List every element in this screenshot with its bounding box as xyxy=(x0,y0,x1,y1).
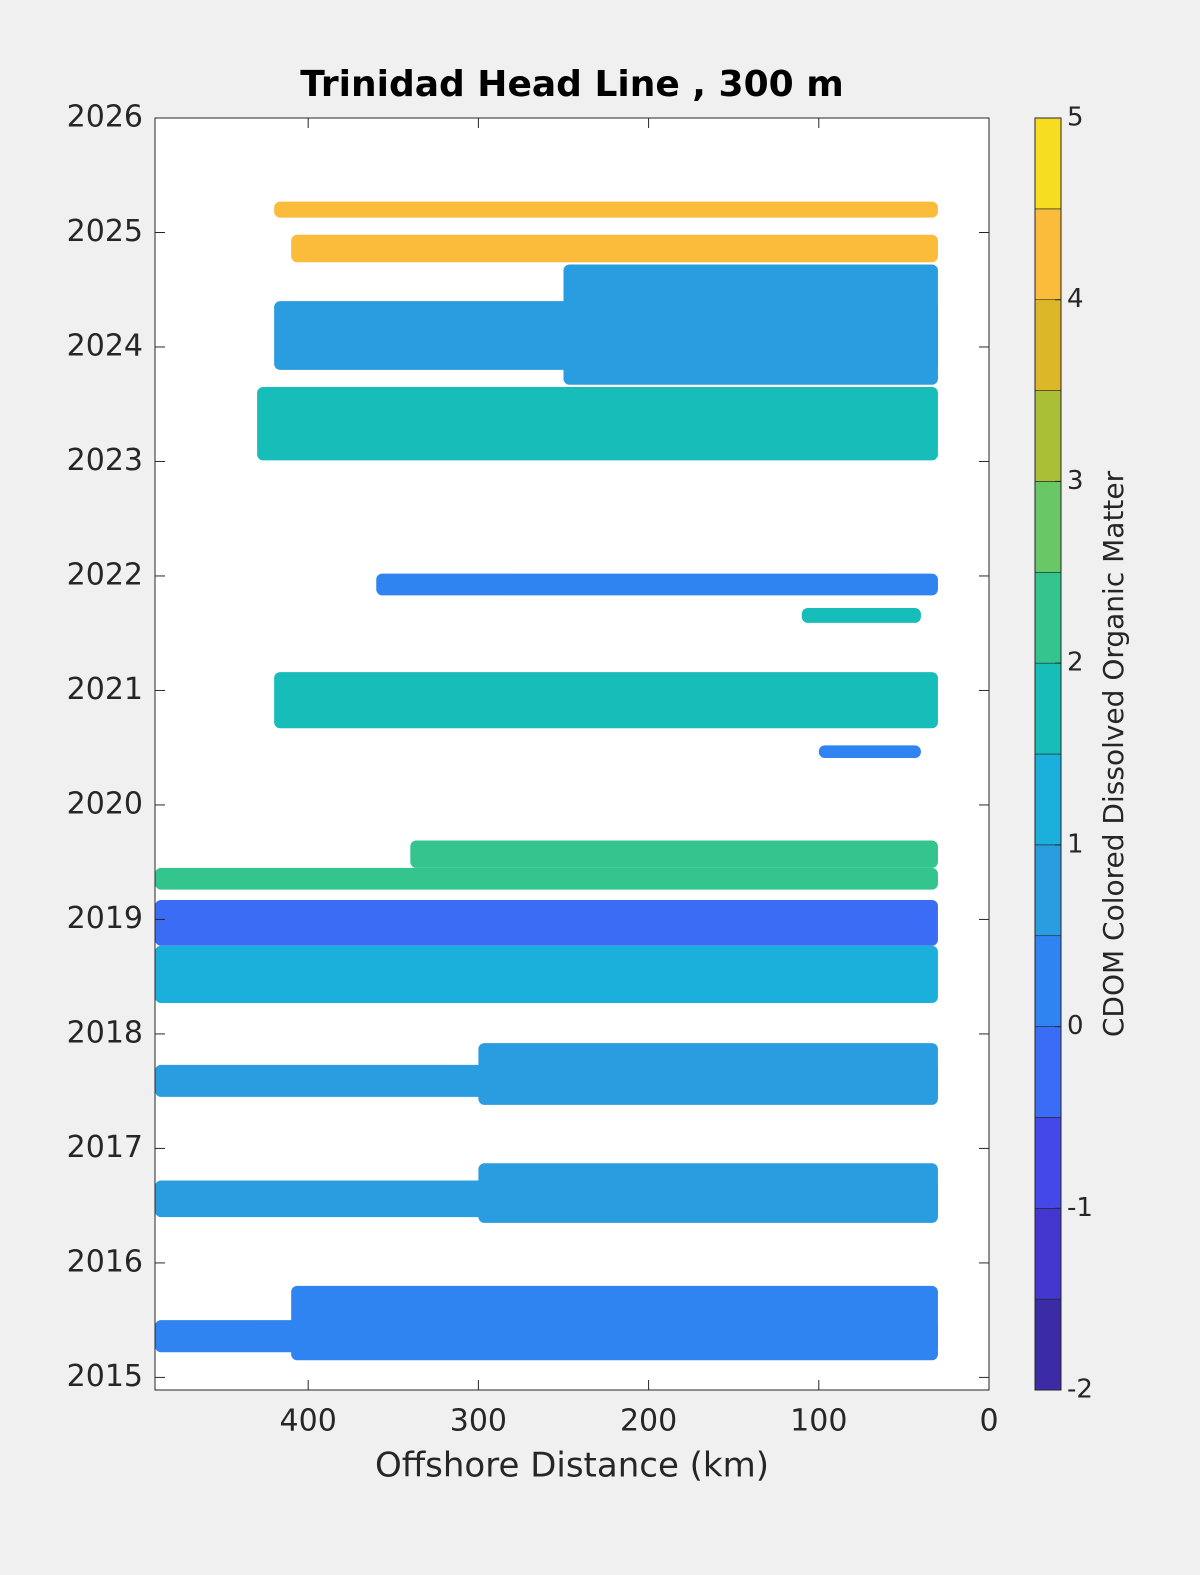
y-tick-label: 2021 xyxy=(67,672,143,707)
colorbar-swatch xyxy=(1034,390,1062,482)
colorbar-swatch xyxy=(1034,1117,1062,1209)
colorbar-swatch xyxy=(1034,935,1062,1027)
contour-region xyxy=(257,387,938,461)
contour-region xyxy=(274,672,938,729)
y-tick-label: 2024 xyxy=(67,328,143,363)
colorbar-swatch xyxy=(1034,1298,1062,1391)
contour-region xyxy=(478,1043,938,1105)
x-tick-label: 400 xyxy=(280,1404,337,1439)
contour-region xyxy=(155,899,938,946)
y-tick-label: 2015 xyxy=(67,1359,143,1394)
colorbar-tick-label: 2 xyxy=(1067,648,1084,678)
contour-layer xyxy=(155,201,938,1361)
colorbar-tick-label: 5 xyxy=(1067,103,1084,133)
axes-box xyxy=(154,117,990,1391)
contour-region xyxy=(801,608,921,623)
contour-region xyxy=(376,573,938,596)
contour-region xyxy=(274,201,938,218)
colorbar-label: CDOM Colored Dissolved Organic Matter xyxy=(1097,470,1130,1037)
chart-title: Trinidad Head Line , 300 m xyxy=(300,64,843,105)
x-axis-label: Offshore Distance (km) xyxy=(375,1446,769,1486)
colorbar-tick-label: -1 xyxy=(1067,1193,1093,1223)
colorbar-swatch xyxy=(1034,753,1062,846)
y-tick-label: 2018 xyxy=(67,1015,143,1050)
x-tick-label: 0 xyxy=(979,1404,998,1439)
colorbar-tick-label: 1 xyxy=(1067,829,1084,859)
contour-region xyxy=(818,745,921,759)
colorbar-tick-label: 3 xyxy=(1067,466,1084,496)
x-tick-label: 100 xyxy=(790,1404,847,1439)
colorbar-swatch xyxy=(1034,117,1062,210)
colorbar-swatch xyxy=(1034,844,1062,937)
colorbar-swatch xyxy=(1034,571,1062,664)
colorbar-tick-label: -2 xyxy=(1067,1375,1093,1405)
colorbar-swatch xyxy=(1034,299,1062,391)
y-tick-label: 2022 xyxy=(67,557,143,592)
colorbar-swatch xyxy=(1034,1207,1062,1300)
contour-region xyxy=(155,867,938,890)
colorbar-swatch xyxy=(1034,662,1062,755)
contour-region xyxy=(563,264,938,385)
y-tick-label: 2017 xyxy=(67,1130,143,1165)
contour-region xyxy=(410,840,938,868)
y-tick-label: 2026 xyxy=(67,100,143,135)
x-tick-label: 300 xyxy=(450,1404,507,1439)
colorbar-swatch xyxy=(1034,481,1062,573)
y-tick-label: 2019 xyxy=(67,901,143,936)
y-tick-label: 2025 xyxy=(67,214,143,249)
contour-region xyxy=(291,1285,938,1361)
contour-region xyxy=(478,1163,938,1223)
contour-region xyxy=(291,234,938,263)
colorbar-swatch xyxy=(1034,208,1062,301)
colorbar-box xyxy=(1034,117,1062,1391)
contour-region xyxy=(155,945,938,1004)
y-tick-label: 2016 xyxy=(67,1244,143,1279)
colorbar-tick-label: 4 xyxy=(1067,284,1084,314)
colorbar-tick-label: 0 xyxy=(1067,1011,1084,1041)
colorbar-swatch xyxy=(1034,1026,1062,1118)
y-tick-label: 2023 xyxy=(67,443,143,478)
x-tick-label: 200 xyxy=(620,1404,677,1439)
y-tick-label: 2020 xyxy=(67,786,143,821)
